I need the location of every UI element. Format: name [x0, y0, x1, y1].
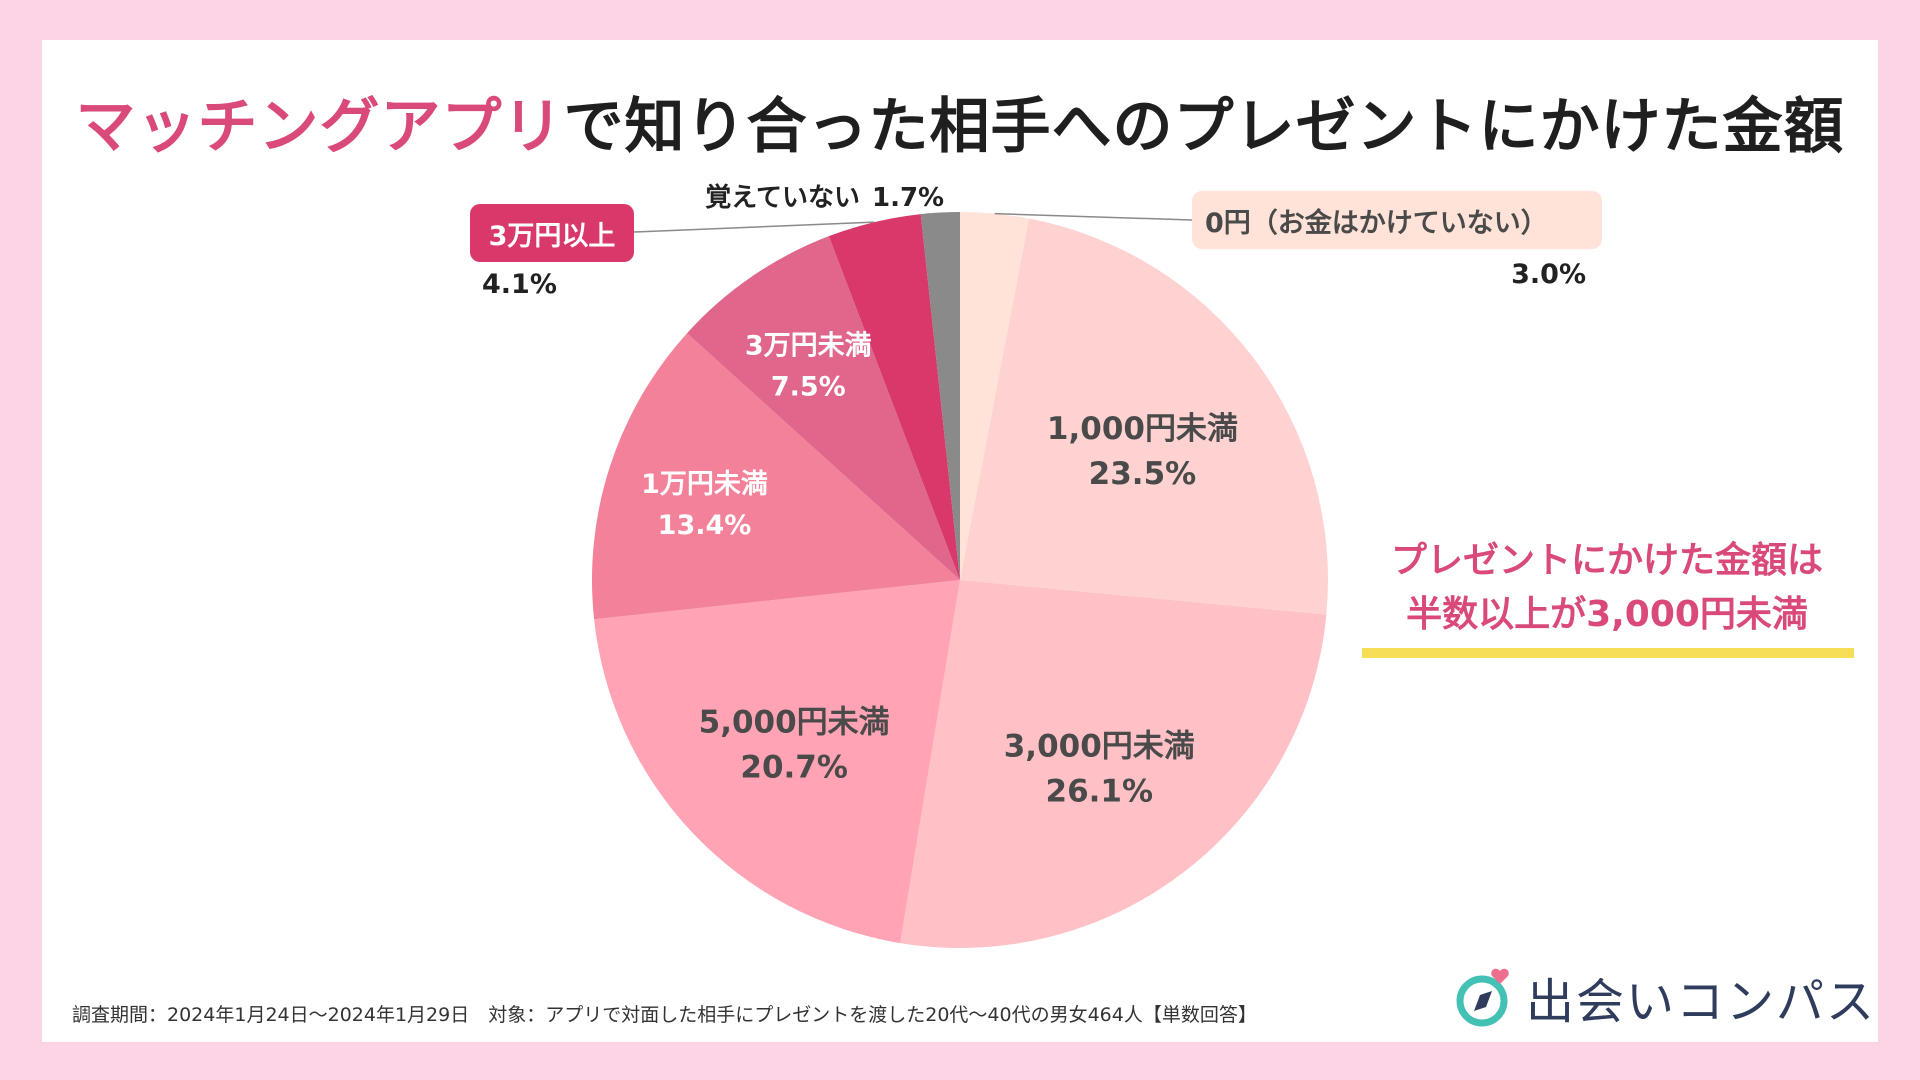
slice-value: 20.7%: [740, 750, 848, 786]
survey-footnote: 調査期間：2024年1月24日〜2024年1月29日 対象：アプリで対面した相手…: [72, 1004, 1257, 1026]
note-line1: プレゼントにかけた金額は: [1390, 540, 1823, 581]
slice-value: 23.5%: [1089, 456, 1197, 492]
pie-slice: [592, 333, 960, 620]
brand-logo: 出会いコンパス: [1452, 962, 1876, 1032]
pie-slice: [900, 580, 1327, 949]
leader-line: [633, 221, 875, 233]
compass-icon: [1456, 968, 1509, 1027]
pie-slice: [920, 212, 960, 580]
pie-slices: [592, 212, 1328, 949]
slice-label: 覚えていない: [705, 183, 860, 213]
callout-box: [1192, 191, 1602, 249]
note-underline: [1362, 648, 1854, 658]
slice-label: 1万円未満: [641, 469, 768, 500]
pie-slice: [960, 212, 1029, 580]
pie-slice: [687, 236, 960, 581]
chart-title: マッチングアプリで知り合った相手へのプレゼントにかけた金額: [0, 78, 1920, 165]
callout-box: [470, 204, 634, 262]
slice-label: 1,000円未満: [1047, 411, 1238, 447]
pie-slice: [960, 218, 1328, 615]
slice-label: 3万円以上: [489, 221, 616, 252]
highlight-note: プレゼントにかけた金額は 半数以上が3,000円未満: [1362, 534, 1852, 642]
slice-value: 13.4%: [658, 510, 752, 541]
slice-label: 3万円未満: [745, 330, 872, 361]
slice-value: 26.1%: [1046, 774, 1154, 810]
pie-slice: [828, 214, 960, 581]
brand-name: 出会いコンパス: [1526, 974, 1877, 1030]
slice-value: 4.1%: [482, 269, 557, 300]
title-accent: マッチングアプリ: [75, 92, 564, 162]
pie-labels: 0円（お金はかけていない） 3.0% 1,000円未満 23.5% 3,000円未満 26…: [470, 183, 1602, 810]
slice-label: 0円（お金はかけていない）: [1205, 207, 1548, 239]
note-line2: 半数以上が3,000円未満: [1406, 594, 1808, 635]
slice-value: 3.0%: [1511, 259, 1586, 290]
slice-value: 1.7%: [872, 183, 944, 213]
slice-label: 3,000円未満: [1004, 729, 1195, 765]
slice-value: 7.5%: [771, 371, 846, 402]
pie-slice: [594, 580, 960, 944]
title-rest: で知り合った相手へのプレゼントにかけた金額: [563, 92, 1845, 162]
slice-label: 5,000円未満: [699, 705, 890, 741]
leader-line: [994, 212, 1193, 221]
